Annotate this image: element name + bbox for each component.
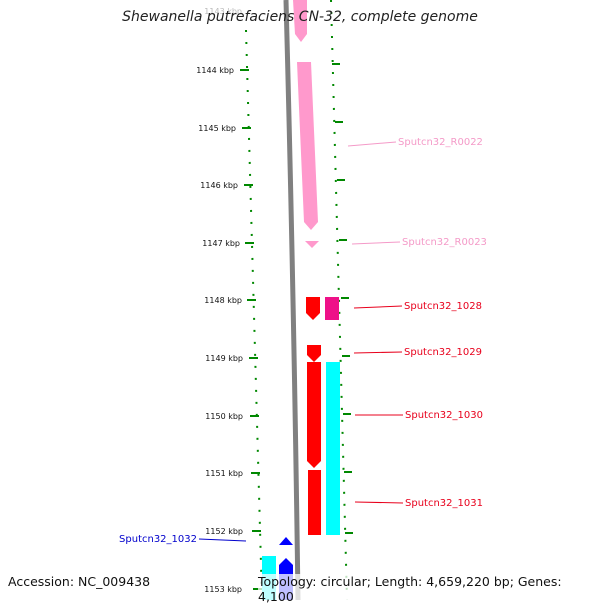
cds-feature-1031 <box>308 470 321 535</box>
trna-feature-r0022 <box>297 62 318 230</box>
cds-feature-1028 <box>306 297 320 320</box>
ruler-tick-label: 1148 kbp <box>204 296 242 305</box>
cds-feature-1030 <box>307 362 321 468</box>
right-ticks <box>332 63 353 534</box>
trna-feature-top <box>293 0 307 42</box>
gene-label-1028: Sputcn32_1028 <box>404 301 482 312</box>
ruler: 1143 kbp 1144 kbp 1145 kbp 1146 kbp 1147… <box>196 7 262 594</box>
gene-label-1031: Sputcn32_1031 <box>405 498 483 509</box>
ruler-tick-label: 1146 kbp <box>200 181 238 190</box>
ruler-tick-label: 1153 kbp <box>204 585 242 594</box>
ruler-tick-label: 1151 kbp <box>205 469 243 478</box>
page-title: Shewanella putrefaciens CN-32, complete … <box>122 9 478 25</box>
cyan-feature-block <box>326 362 340 535</box>
cyan-features[interactable] <box>262 362 340 600</box>
accession-text: Accession: NC_009438 <box>8 574 151 589</box>
cds-feature-1028-magenta <box>325 297 339 320</box>
gene-label-1030: Sputcn32_1030 <box>405 410 483 421</box>
blue-feature-arrow <box>279 537 293 545</box>
ruler-tick-label: 1149 kbp <box>205 354 243 363</box>
ruler-tick-label: 1143 kbp <box>204 7 242 16</box>
genome-stats-text: Topology: circular; Length: 4,659,220 bp… <box>258 574 600 604</box>
gene-label-r0023: Sputcn32_R0023 <box>402 237 487 248</box>
cds-features[interactable] <box>306 297 339 535</box>
gene-label-1032: Sputcn32_1032 <box>119 534 197 545</box>
gene-label-1029: Sputcn32_1029 <box>404 347 482 358</box>
ruler-tick-label: 1145 kbp <box>198 124 236 133</box>
ruler-tick-label: 1144 kbp <box>196 66 234 75</box>
gene-label-r0022: Sputcn32_R0022 <box>398 137 483 148</box>
genome-backbone <box>283 0 301 601</box>
cds-feature-1029 <box>307 345 321 362</box>
label-leaders <box>198 141 404 542</box>
ruler-tick-label: 1150 kbp <box>205 412 243 421</box>
ruler-tick-label: 1147 kbp <box>202 239 240 248</box>
ruler-tick-label: 1152 kbp <box>205 527 243 536</box>
rna-features[interactable] <box>293 0 319 248</box>
trna-feature-r0023 <box>305 241 319 248</box>
gene-labels[interactable]: Sputcn32_R0022 Sputcn32_R0023 Sputcn32_1… <box>119 137 487 545</box>
